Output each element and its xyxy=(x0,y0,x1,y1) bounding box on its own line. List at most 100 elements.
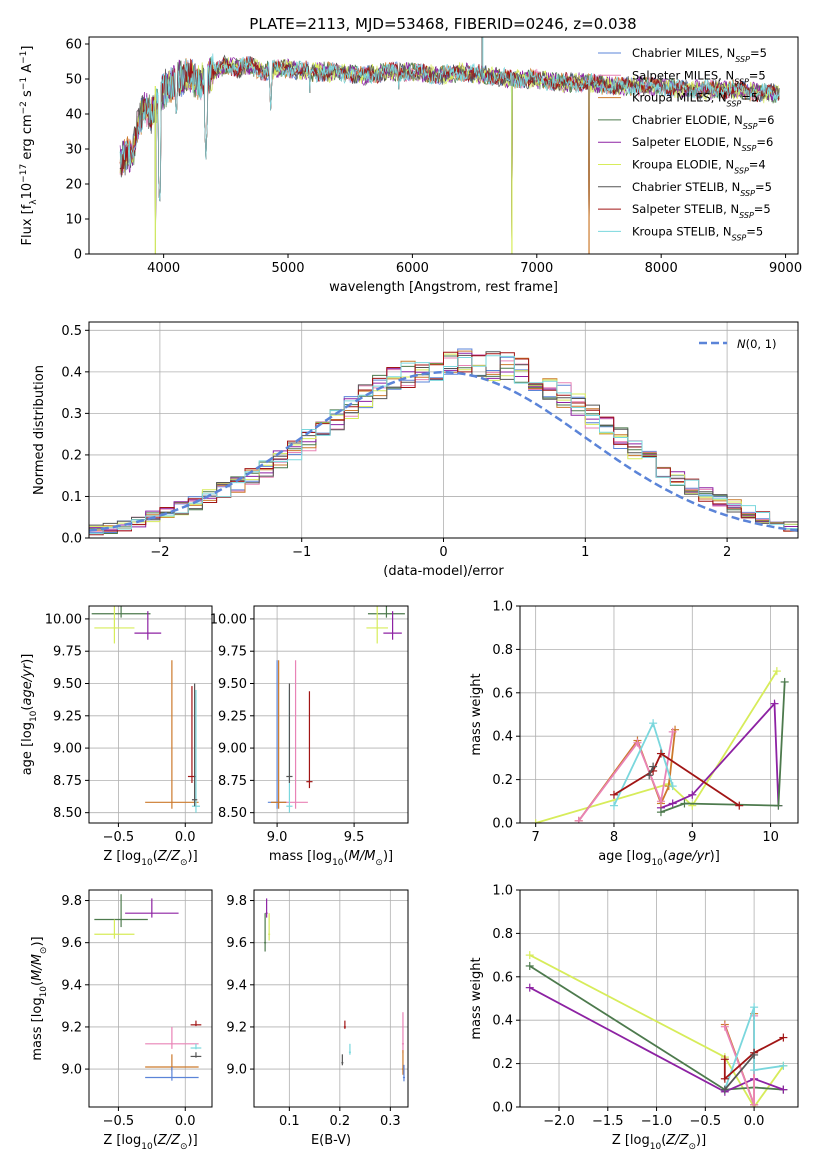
y-tick-label: 0.2 xyxy=(492,1057,513,1072)
x-axis-label-part: ( xyxy=(344,849,349,864)
legend-text-part: Chabrier ELODIE, N xyxy=(632,113,743,127)
legend-text-part: Kroupa MILES, N xyxy=(632,91,727,105)
legend-text-part: (0, 1) xyxy=(746,337,777,351)
x-tick-label: 1 xyxy=(581,545,589,560)
plot-area xyxy=(520,606,798,823)
y-tick-label: 10.00 xyxy=(210,612,247,627)
x-axis-label-part: Z/Z xyxy=(157,849,181,864)
axes-frame xyxy=(519,889,799,1108)
x-axis-label-part: ⊙ xyxy=(688,1142,696,1152)
y-tick-label: 9.6 xyxy=(61,936,82,951)
x-tick-label: 8 xyxy=(610,830,618,845)
x-axis-label: Z [log10(Z/Z⊙)] xyxy=(103,1133,197,1152)
legend-text-part: Kroupa ELODIE, N xyxy=(632,158,734,172)
y-tick-label: 8.50 xyxy=(53,806,82,821)
y-tick-label: 9.2 xyxy=(226,1020,247,1035)
y-axis-label: mass weight xyxy=(469,957,484,1039)
x-axis-label-part: )] xyxy=(188,849,198,864)
x-axis-label-part: ⊙ xyxy=(180,1142,188,1152)
y-axis-label-part: −17 xyxy=(19,164,29,183)
x-tick-label: −0.5 xyxy=(103,1114,135,1129)
y-tick-label: 0.6 xyxy=(492,970,513,985)
x-axis-label-part: Z [log xyxy=(103,849,141,864)
panel-massweight-vs-z: −2.0 −1.5 −1.0 −0.5 0.0 0.0 0.2 0.4 0.6 0.8 1.0 Z [… xyxy=(469,884,799,1152)
legend-text-part: Salpeter ELODIE, N xyxy=(632,135,742,149)
legend-entry: Chabrier STELIB, NSSP=5 xyxy=(632,180,772,198)
histogram-series xyxy=(89,355,798,535)
spectrum-line xyxy=(119,53,780,254)
x-axis-label-part: 10 xyxy=(141,1142,153,1152)
mass-weight-line xyxy=(723,1036,784,1081)
mass-weight-line xyxy=(723,1006,784,1090)
legend-entry: Kroupa STELIB, NSSP=5 xyxy=(632,224,763,242)
mass-weight-line xyxy=(535,670,778,823)
y-tick-label: 30 xyxy=(65,143,82,158)
panel-mass-vs-z: −0.5 0.09.09.29.49.69.8Z [log10(Z/Z⊙)]mas… xyxy=(30,889,213,1152)
y-tick-label: 8.75 xyxy=(53,774,82,789)
x-tick-label: 8000 xyxy=(645,261,678,276)
y-axis-label-part: s xyxy=(20,90,35,101)
y-tick-label: 9.00 xyxy=(53,742,82,757)
y-tick-label: 0.1 xyxy=(61,490,82,505)
plot-area xyxy=(254,606,408,823)
x-tick-label: 7 xyxy=(532,830,540,845)
x-axis-label-part: 10 xyxy=(650,1142,662,1152)
y-tick-label: 9.75 xyxy=(53,645,82,660)
y-tick-label: 10.00 xyxy=(45,612,82,627)
x-tick-label: 4000 xyxy=(147,261,180,276)
y-axis-label: mass weight xyxy=(469,673,484,755)
x-axis-label-part: )] xyxy=(696,1133,706,1148)
y-axis-label: Normed distribution xyxy=(32,365,47,495)
y-axis-label-part: ( xyxy=(20,706,35,711)
y-axis-label-part: 10 xyxy=(29,710,39,722)
y-axis-label-part: age/yr xyxy=(20,662,35,705)
x-axis-label-part: mass [log xyxy=(269,849,332,864)
legend-text-part: Salpeter MILES, N xyxy=(632,68,734,82)
y-axis-label-part: age [log xyxy=(20,722,35,775)
legend-text-part: =5 xyxy=(746,224,763,238)
legend-entry: Chabrier MILES, NSSP=5 xyxy=(632,46,767,64)
panel-residuals: −2 −1 0 1 2 0.0 0.1 0.2 0.3 0.4 0.5 (data-model)/er… xyxy=(32,321,799,579)
y-tick-label: 40 xyxy=(65,108,82,123)
legend-entry: Salpeter MILES, NSSP=5 xyxy=(632,68,766,86)
legend-text-part: Chabrier MILES, N xyxy=(632,46,735,60)
y-tick-label: 9.6 xyxy=(226,936,247,951)
y-tick-label: 0.2 xyxy=(61,448,82,463)
axes-frame xyxy=(253,605,409,824)
y-axis-label-part: ] xyxy=(20,46,35,51)
y-tick-label: 0.4 xyxy=(492,1014,513,1029)
x-tick-label: 9.0 xyxy=(267,830,288,845)
axes-frame xyxy=(88,605,213,824)
y-tick-label: 0.0 xyxy=(492,1101,513,1116)
x-axis-label-part: Z [log xyxy=(103,1133,141,1148)
y-axis-label-part: −2 xyxy=(19,101,29,114)
y-axis-label-part: )] xyxy=(30,936,45,946)
y-axis-label-part: −1 xyxy=(19,51,29,64)
y-tick-label: 9.25 xyxy=(218,709,247,724)
x-tick-label: 6000 xyxy=(396,261,429,276)
panel-age-vs-mass: 9.0 9.5 8.50 8.75 9.00 9.25 9.50 9.75 10.00 mass … xyxy=(210,605,409,868)
y-tick-label: 9.4 xyxy=(226,978,247,993)
y-tick-label: 0.8 xyxy=(492,643,513,658)
plot-area xyxy=(89,606,212,823)
x-tick-label: 0.3 xyxy=(380,1114,401,1129)
x-axis-label: mass [log10(M/M⊙)] xyxy=(269,849,393,868)
y-tick-label: 8.75 xyxy=(218,774,247,789)
x-tick-label: 2 xyxy=(723,545,731,560)
x-axis-label-part: ( xyxy=(663,849,668,864)
legend-text-part: =5 xyxy=(749,68,766,82)
x-axis-label-part: Z/Z xyxy=(157,1133,181,1148)
legend-text-part: Chabrier STELIB, N xyxy=(632,180,740,194)
legend-text-part: =6 xyxy=(758,113,775,127)
x-tick-label: 9.5 xyxy=(344,830,365,845)
y-tick-label: 1.0 xyxy=(492,600,513,615)
y-tick-label: 60 xyxy=(65,38,82,53)
y-tick-label: 9.2 xyxy=(61,1020,82,1035)
legend-text-part: SSP xyxy=(732,233,747,242)
x-tick-label: 10 xyxy=(762,830,779,845)
y-axis-label-part: Normed distribution xyxy=(32,365,47,495)
x-tick-label: 7000 xyxy=(520,261,553,276)
legend-text-part: Salpeter STELIB, N xyxy=(632,202,739,216)
